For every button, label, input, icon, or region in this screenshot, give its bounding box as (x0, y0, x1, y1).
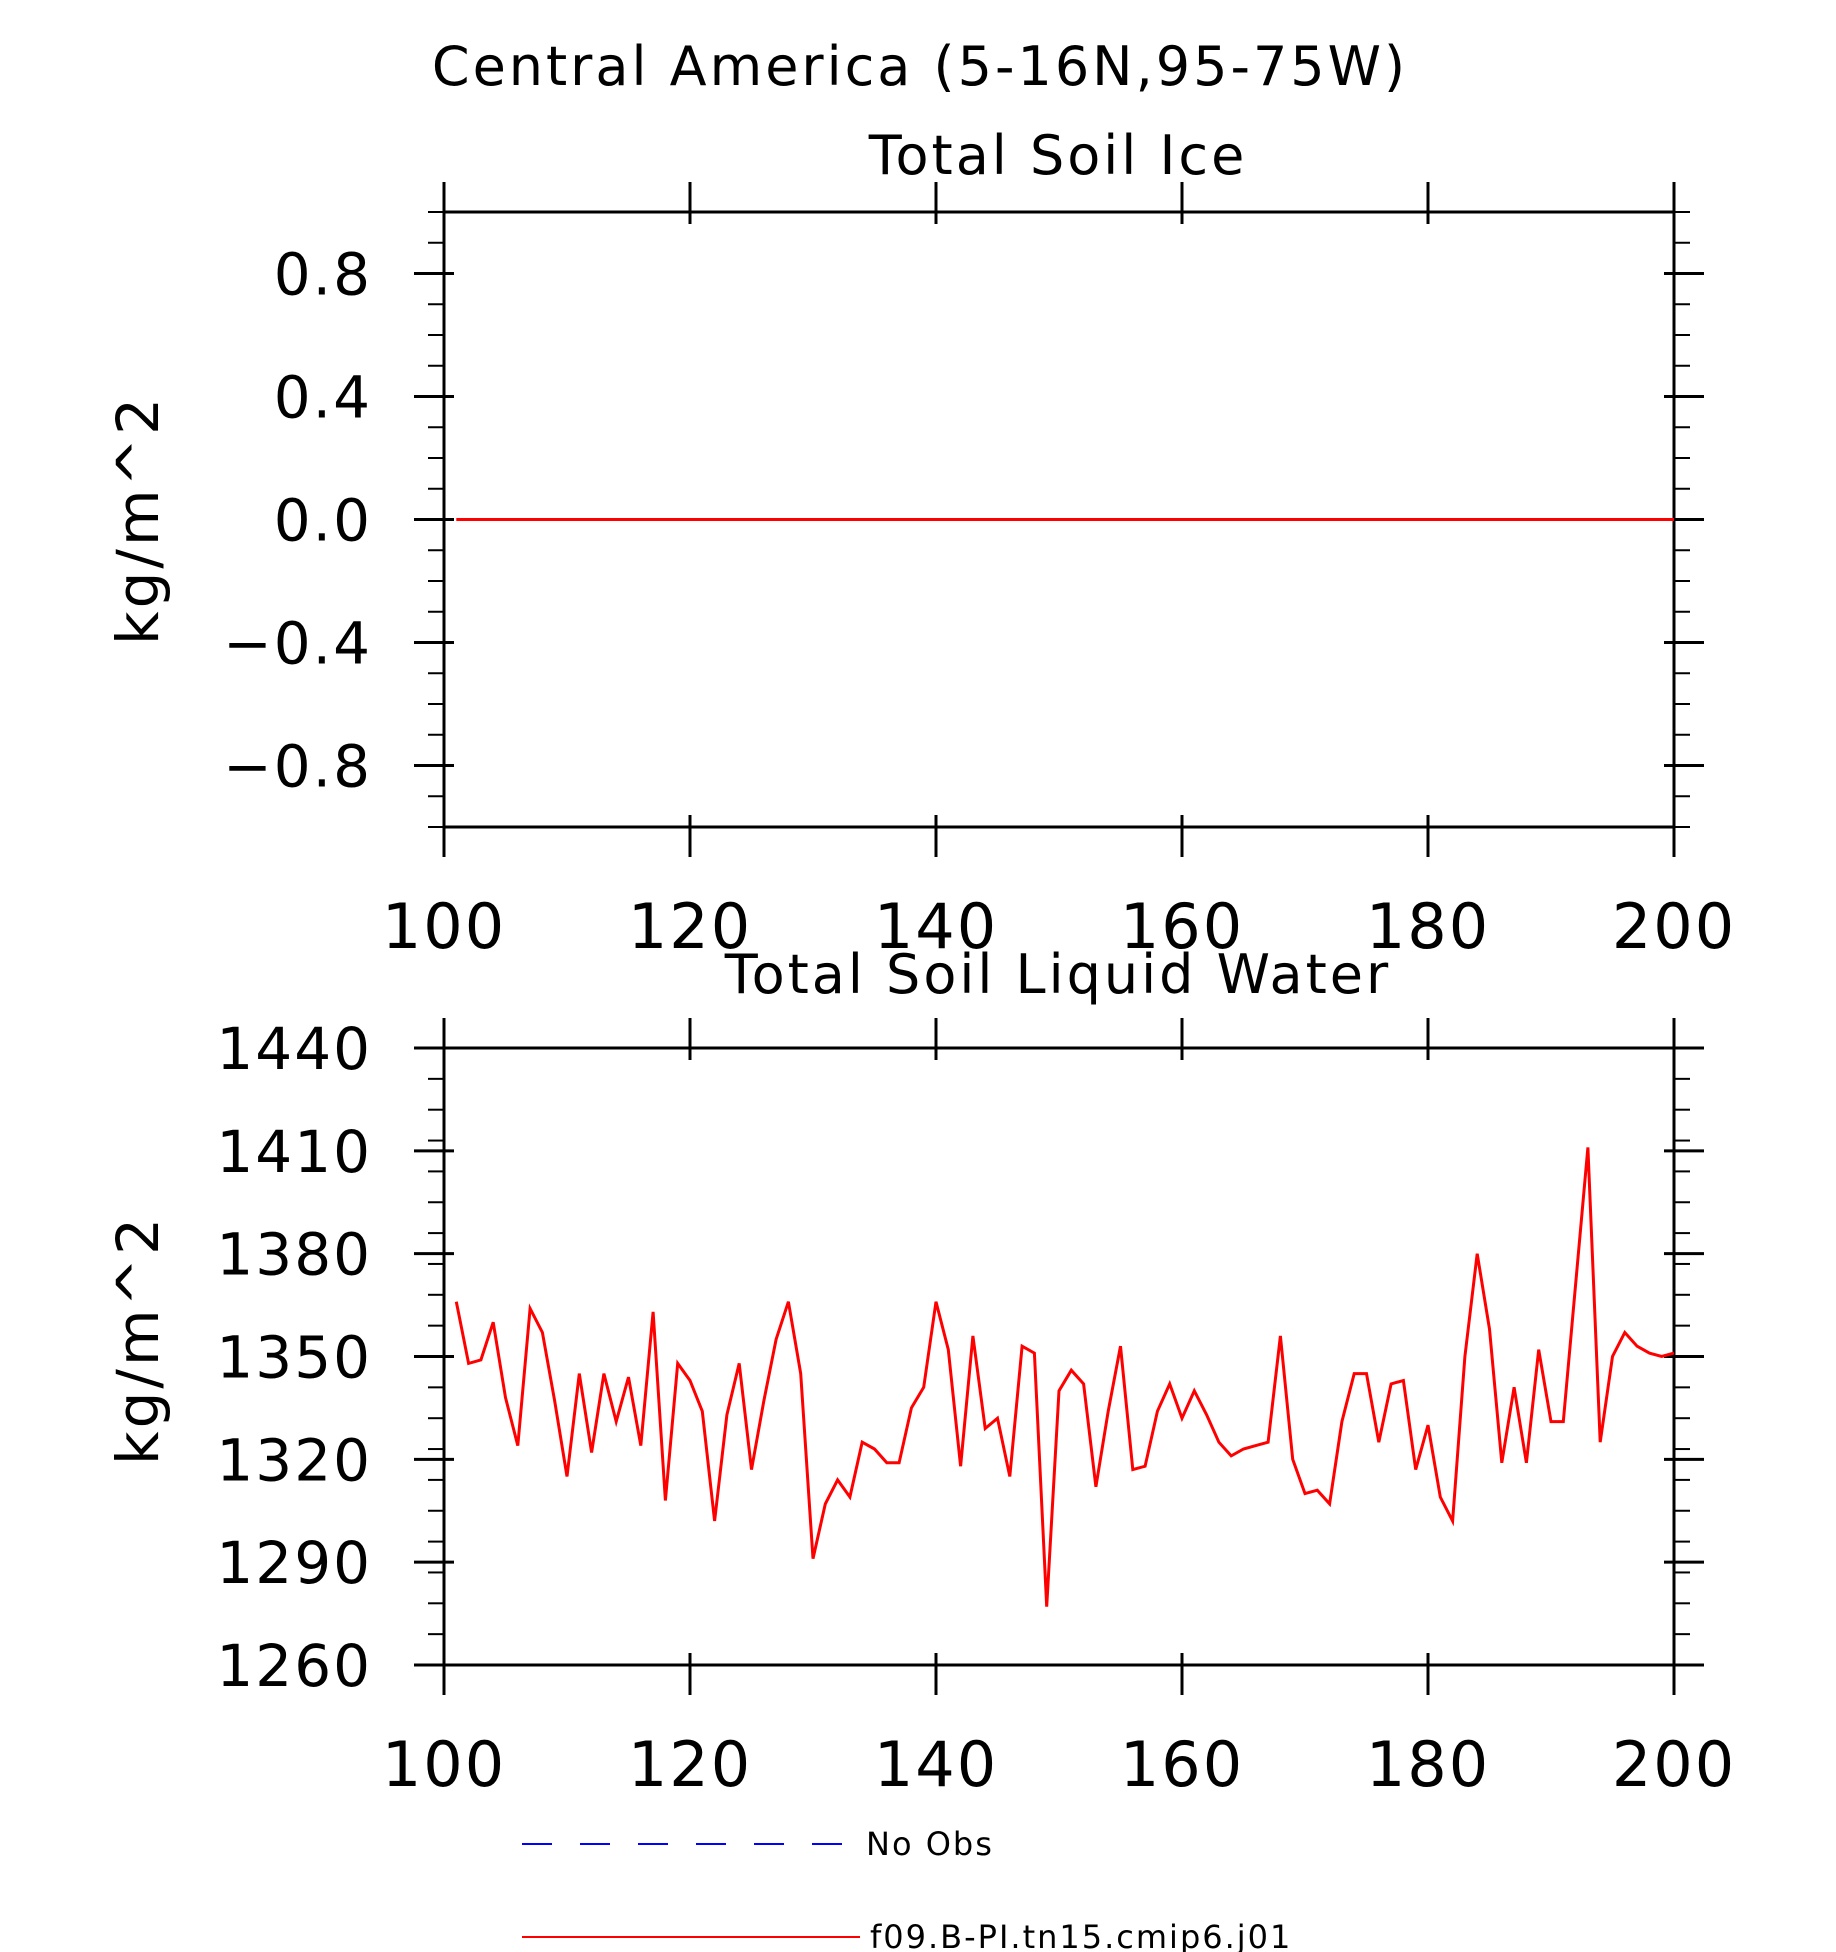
legend: No Obs f09.B-PI.tn15.cmip6.j01 (522, 1825, 1292, 1952)
panel-total-soil-liquid-water: Total Soil Liquid Water kg/m^2 100 120 140… (104, 943, 1736, 1801)
x-tick-label: 120 (628, 1728, 752, 1801)
series-line-f09-b-pi (454, 1147, 1675, 1607)
y-axis-label-soil-liquid-water: kg/m^2 (104, 1215, 172, 1465)
figure-title: Central America (5-16N,95-75W) (432, 35, 1408, 98)
x-tick-label: 100 (382, 890, 506, 963)
panel-total-soil-ice: Total Soil Ice kg/m^2 100 120 140 160 180 200… (104, 124, 1736, 963)
x-tick-label: 140 (874, 1728, 998, 1801)
y-tick-label: 0.8 (274, 241, 372, 309)
x-tick-label: 160 (1120, 1728, 1244, 1801)
y-tick-label: 1260 (216, 1632, 372, 1700)
y-tick-label: 1320 (216, 1426, 372, 1494)
x-tick-label: 180 (1366, 1728, 1490, 1801)
x-tick-label: 200 (1612, 890, 1736, 963)
y-tick-label: 0.0 (274, 487, 372, 555)
x-tick-label: 180 (1366, 890, 1490, 963)
x-tick-label: 120 (628, 890, 752, 963)
panel-title-soil-ice: Total Soil Ice (868, 124, 1248, 187)
y-axis-label-soil-ice: kg/m^2 (104, 395, 172, 645)
x-tick-label: 140 (874, 890, 998, 963)
y-tick-label: 1350 (216, 1324, 372, 1392)
x-tick-label: 100 (382, 1728, 506, 1801)
x-tick-label: 160 (1120, 890, 1244, 963)
y-tick-label: 1290 (216, 1529, 372, 1597)
legend-label-no-obs: No Obs (866, 1825, 994, 1863)
panel-title-soil-liquid-water: Total Soil Liquid Water (724, 943, 1391, 1006)
y-tick-label: 1380 (216, 1221, 372, 1289)
legend-label-model: f09.B-PI.tn15.cmip6.j01 (870, 1918, 1292, 1952)
y-tick-label: −0.8 (223, 733, 372, 801)
plot-frame (442, 1046, 1676, 1667)
y-tick-label: −0.4 (223, 610, 372, 678)
x-tick-label: 200 (1612, 1728, 1736, 1801)
y-tick-label: 1410 (216, 1118, 372, 1186)
y-tick-label: 0.4 (274, 364, 372, 432)
y-tick-label: 1440 (216, 1015, 372, 1083)
